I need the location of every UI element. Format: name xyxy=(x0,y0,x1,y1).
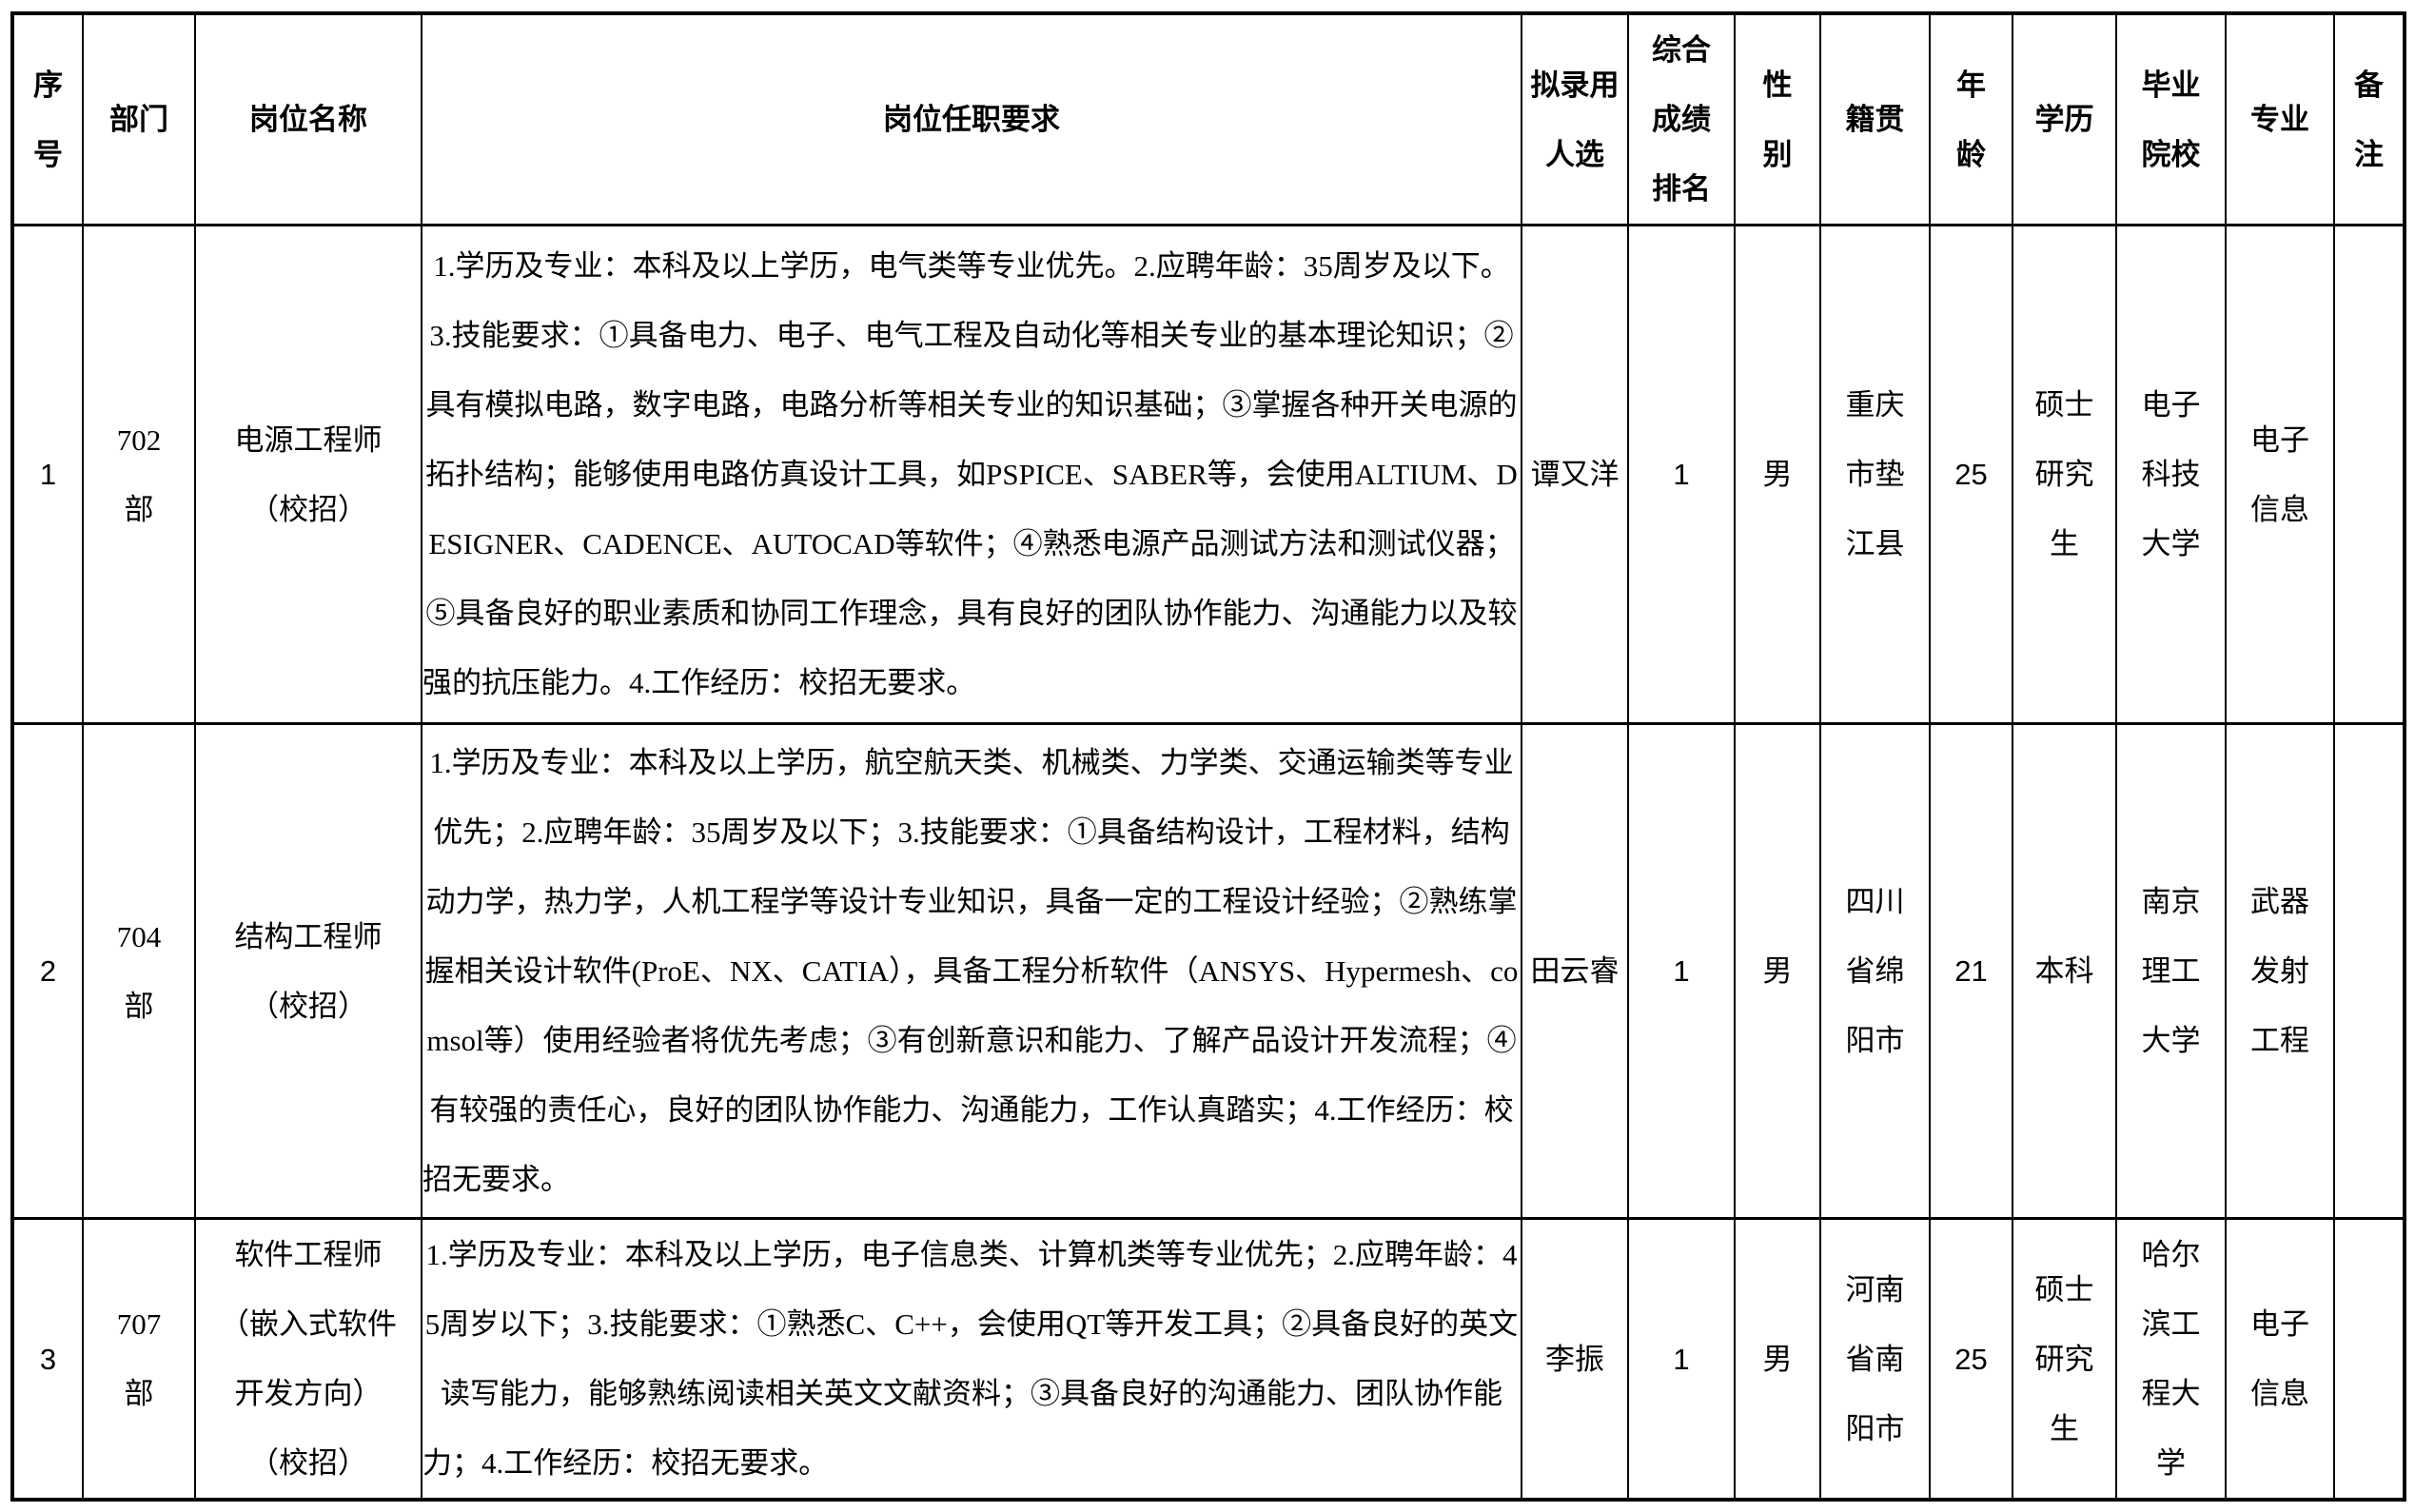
cell-education: 本科 xyxy=(2012,722,2117,1220)
col-header-education: 学历 xyxy=(2012,11,2117,226)
cell-age: 25 xyxy=(1929,1217,2013,1502)
cell-major: 武器 发射 工程 xyxy=(2225,722,2335,1220)
cell-rank: 1 xyxy=(1627,224,1736,725)
cell-department: 707 部 xyxy=(82,1217,196,1502)
cell-hometown: 重庆 市垫 江县 xyxy=(1819,224,1931,725)
col-header-remark: 备 注 xyxy=(2333,11,2405,226)
col-header-age: 年 龄 xyxy=(1929,11,2013,226)
cell-remark xyxy=(2333,1217,2405,1502)
cell-rank: 1 xyxy=(1627,1217,1736,1502)
col-header-school: 毕业 院校 xyxy=(2115,11,2227,226)
col-header-requirements: 岗位任职要求 xyxy=(421,11,1522,226)
table-header-row: 序 号 部门 岗位名称 岗位任职要求 拟录用 人选 综合 成绩 排名 性 别 籍… xyxy=(11,11,2405,226)
cell-major: 电子 信息 xyxy=(2225,1217,2335,1502)
cell-position: 软件工程师 （嵌入式软件 开发方向） （校招） xyxy=(194,1217,422,1502)
cell-school: 南京 理工 大学 xyxy=(2115,722,2227,1220)
cell-index: 3 xyxy=(11,1217,84,1502)
cell-position: 结构工程师 （校招） xyxy=(194,722,422,1220)
cell-department: 702 部 xyxy=(82,224,196,725)
recruitment-table: 序 号 部门 岗位名称 岗位任职要求 拟录用 人选 综合 成绩 排名 性 别 籍… xyxy=(10,11,2406,1502)
cell-requirements: 1.学历及专业：本科及以上学历，电子信息类、计算机类等专业优先；2.应聘年龄：4… xyxy=(421,1217,1522,1502)
cell-age: 21 xyxy=(1929,722,2013,1220)
cell-hometown: 河南 省南 阳市 xyxy=(1819,1217,1931,1502)
table-row: 2 704 部 结构工程师 （校招） 1.学历及专业：本科及以上学历，航空航天类… xyxy=(11,722,2405,1220)
cell-rank: 1 xyxy=(1627,722,1736,1220)
cell-education: 硕士 研究 生 xyxy=(2012,1217,2117,1502)
cell-remark xyxy=(2333,224,2405,725)
cell-candidate: 田云睿 xyxy=(1521,722,1629,1220)
cell-position: 电源工程师 （校招） xyxy=(194,224,422,725)
cell-index: 2 xyxy=(11,722,84,1220)
cell-school: 哈尔 滨工 程大 学 xyxy=(2115,1217,2227,1502)
cell-gender: 男 xyxy=(1734,224,1821,725)
cell-hometown: 四川 省绵 阳市 xyxy=(1819,722,1931,1220)
cell-gender: 男 xyxy=(1734,722,1821,1220)
cell-candidate: 谭又洋 xyxy=(1521,224,1629,725)
col-header-department: 部门 xyxy=(82,11,196,226)
cell-gender: 男 xyxy=(1734,1217,1821,1502)
cell-candidate: 李振 xyxy=(1521,1217,1629,1502)
cell-school: 电子 科技 大学 xyxy=(2115,224,2227,725)
cell-major: 电子 信息 xyxy=(2225,224,2335,725)
col-header-major: 专业 xyxy=(2225,11,2335,226)
col-header-rank: 综合 成绩 排名 xyxy=(1627,11,1736,226)
col-header-candidate: 拟录用 人选 xyxy=(1521,11,1629,226)
cell-remark xyxy=(2333,722,2405,1220)
table-row: 1 702 部 电源工程师 （校招） 1.学历及专业：本科及以上学历，电气类等专… xyxy=(11,224,2405,725)
col-header-hometown: 籍贯 xyxy=(1819,11,1931,226)
cell-age: 25 xyxy=(1929,224,2013,725)
cell-requirements: 1.学历及专业：本科及以上学历，电气类等专业优先。2.应聘年龄：35周岁及以下。… xyxy=(421,224,1522,725)
col-header-index: 序 号 xyxy=(11,11,84,226)
col-header-gender: 性 别 xyxy=(1734,11,1821,226)
cell-index: 1 xyxy=(11,224,84,725)
cell-department: 704 部 xyxy=(82,722,196,1220)
cell-requirements: 1.学历及专业：本科及以上学历，航空航天类、机械类、力学类、交通运输类等专业优先… xyxy=(421,722,1522,1220)
cell-education: 硕士 研究 生 xyxy=(2012,224,2117,725)
table-row: 3 707 部 软件工程师 （嵌入式软件 开发方向） （校招） 1.学历及专业：… xyxy=(11,1217,2405,1502)
col-header-position: 岗位名称 xyxy=(194,11,422,226)
